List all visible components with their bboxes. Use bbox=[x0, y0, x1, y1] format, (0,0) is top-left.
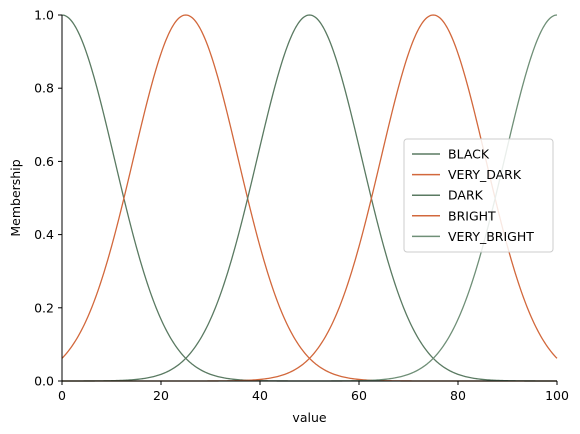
legend-label: DARK bbox=[448, 188, 484, 203]
x-tick-label: 60 bbox=[351, 388, 367, 403]
x-axis-ticks: 0 20 40 60 80 100 bbox=[58, 381, 569, 403]
legend-entry: BLACK bbox=[412, 147, 490, 162]
x-tick-label: 0 bbox=[58, 388, 66, 403]
legend-entry: VERY_BRIGHT bbox=[412, 229, 534, 244]
x-tick-label: 80 bbox=[450, 388, 466, 403]
y-tick-label: 0.2 bbox=[34, 300, 54, 315]
legend-label: VERY_DARK bbox=[448, 167, 522, 182]
legend-label: BLACK bbox=[448, 147, 490, 162]
legend-entry: DARK bbox=[412, 188, 484, 203]
legend: BLACK VERY_DARK DARK BRIGHT VERY_BRIGHT bbox=[403, 138, 554, 253]
series-line-dark bbox=[62, 14, 557, 382]
y-axis-ticks: 0.0 0.2 0.4 0.6 0.8 1.0 bbox=[34, 8, 62, 389]
y-tick-label: 0.0 bbox=[34, 374, 54, 389]
x-tick-label: 20 bbox=[153, 388, 169, 403]
x-tick-label: 40 bbox=[252, 388, 268, 403]
legend-entry: BRIGHT bbox=[412, 208, 496, 223]
legend-box bbox=[403, 138, 554, 253]
plot-area: 0 20 40 60 80 100 0.0 0.2 0.4 0.6 0.8 1.0 bbox=[34, 8, 569, 404]
x-axis-title: value bbox=[292, 410, 326, 425]
y-tick-label: 1.0 bbox=[34, 8, 54, 23]
y-tick-label: 0.8 bbox=[34, 81, 54, 96]
x-tick-label: 100 bbox=[545, 388, 569, 403]
y-axis-title: Membership bbox=[8, 159, 23, 236]
legend-label: VERY_BRIGHT bbox=[448, 229, 534, 244]
y-tick-label: 0.6 bbox=[34, 154, 54, 169]
y-tick-label: 0.4 bbox=[34, 227, 54, 242]
legend-label: BRIGHT bbox=[448, 208, 496, 223]
legend-entries: BLACK VERY_DARK DARK BRIGHT VERY_BRIGHT bbox=[412, 147, 534, 244]
legend-entry: VERY_DARK bbox=[412, 167, 522, 182]
